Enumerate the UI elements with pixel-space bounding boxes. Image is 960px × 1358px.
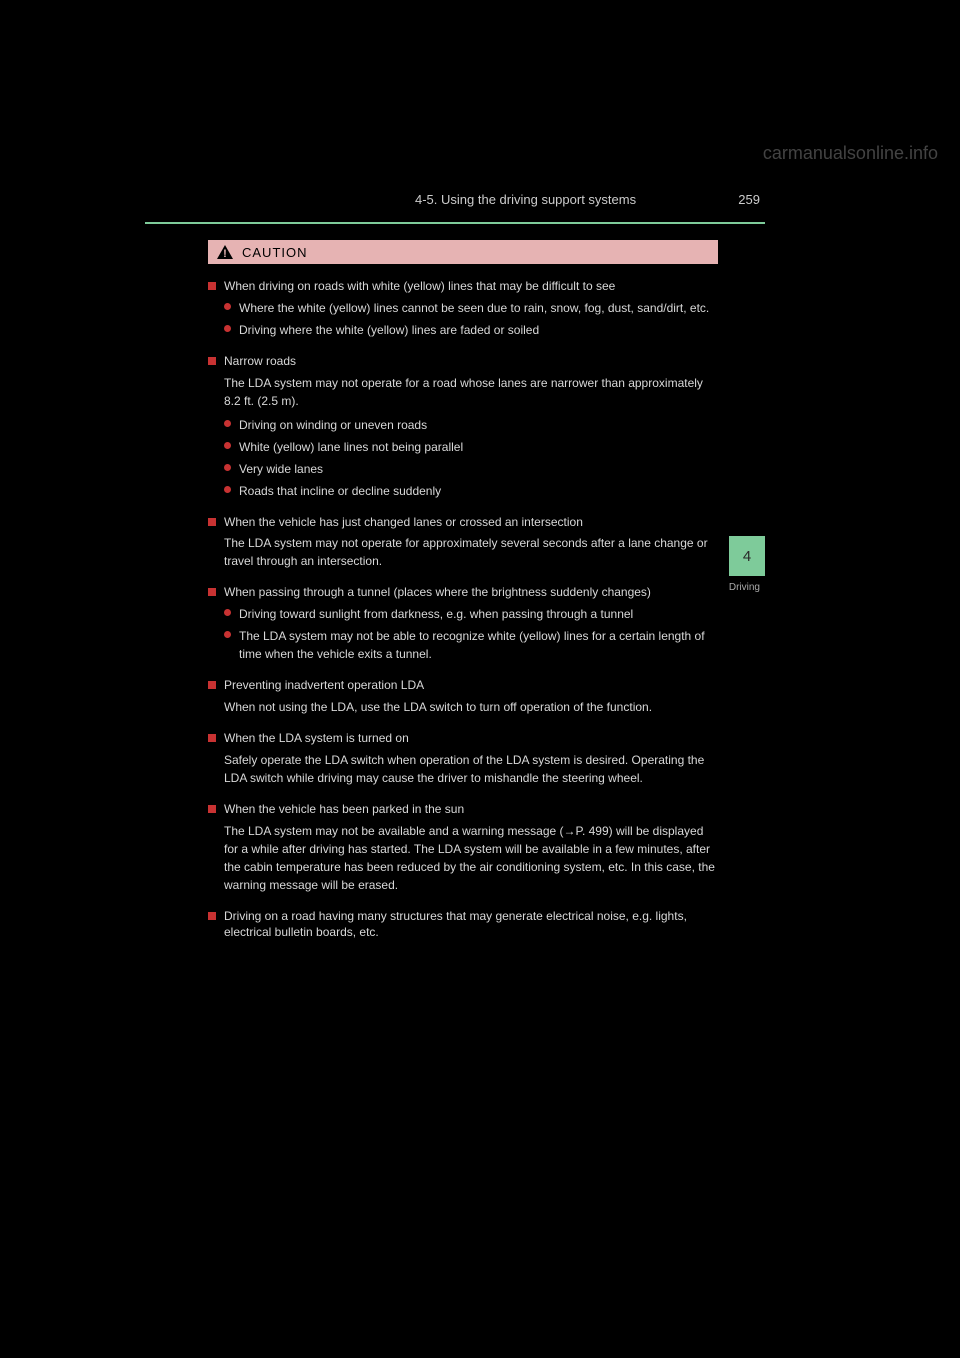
caution-label: CAUTION <box>242 245 308 260</box>
manual-section: When the LDA system is turned on Safely … <box>208 730 718 787</box>
section-marker-icon <box>208 357 216 365</box>
bullet-icon <box>224 609 231 616</box>
manual-section: When the vehicle has just changed lanes … <box>208 514 718 571</box>
bullet-icon <box>224 420 231 427</box>
section-body: Safely operate the LDA switch when opera… <box>224 751 718 787</box>
bullet-text: Where the white (yellow) lines cannot be… <box>239 299 709 317</box>
bullet-text: Driving toward sunlight from darkness, e… <box>239 605 633 623</box>
section-marker-icon <box>208 734 216 742</box>
list-item: Very wide lanes <box>224 460 718 478</box>
bullet-text: White (yellow) lane lines not being para… <box>239 438 463 456</box>
section-body: When not using the LDA, use the LDA swit… <box>224 698 718 716</box>
manual-section: Preventing inadvertent operation LDA Whe… <box>208 677 718 716</box>
manual-section: When driving on roads with white (yellow… <box>208 278 718 339</box>
manual-section: Narrow roads The LDA system may not oper… <box>208 353 718 500</box>
chapter-label: Driving <box>729 582 760 593</box>
bullet-icon <box>224 442 231 449</box>
manual-section: When passing through a tunnel (places wh… <box>208 584 718 663</box>
page-header: 4-5. Using the driving support systems <box>145 192 780 207</box>
manual-section: When the vehicle has been parked in the … <box>208 801 718 894</box>
bullet-text: Driving on winding or uneven roads <box>239 416 427 434</box>
bullet-icon <box>224 303 231 310</box>
bullet-text: Driving where the white (yellow) lines a… <box>239 321 539 339</box>
section-breadcrumb: 4-5. Using the driving support systems <box>415 192 636 207</box>
section-title: When the vehicle has just changed lanes … <box>224 514 583 531</box>
list-item: The LDA system may not be able to recogn… <box>224 627 718 663</box>
section-title: When passing through a tunnel (places wh… <box>224 584 651 601</box>
section-title: Preventing inadvertent operation LDA <box>224 677 424 694</box>
svg-text:!: ! <box>223 248 227 260</box>
bullet-icon <box>224 631 231 638</box>
section-marker-icon <box>208 588 216 596</box>
bullet-text: The LDA system may not be able to recogn… <box>239 627 718 663</box>
list-item: Driving on winding or uneven roads <box>224 416 718 434</box>
section-marker-icon <box>208 518 216 526</box>
warning-triangle-icon: ! <box>216 244 234 260</box>
chapter-tab: 4 <box>729 536 765 576</box>
list-item: Roads that incline or decline suddenly <box>224 482 718 500</box>
section-title: When the vehicle has been parked in the … <box>224 801 464 818</box>
section-marker-icon <box>208 282 216 290</box>
content-area: ! CAUTION When driving on roads with whi… <box>208 240 718 955</box>
watermark: carmanualsonline.info <box>763 143 938 164</box>
section-body: The LDA system may not operate for appro… <box>224 534 718 570</box>
list-item: Driving where the white (yellow) lines a… <box>224 321 718 339</box>
section-marker-icon <box>208 805 216 813</box>
bullet-text: Very wide lanes <box>239 460 323 478</box>
list-item: Driving toward sunlight from darkness, e… <box>224 605 718 623</box>
section-marker-icon <box>208 912 216 920</box>
caution-banner: ! CAUTION <box>208 240 718 264</box>
section-title: Narrow roads <box>224 353 296 370</box>
section-body: The LDA system may not be available and … <box>224 822 718 894</box>
list-item: White (yellow) lane lines not being para… <box>224 438 718 456</box>
bullet-icon <box>224 325 231 332</box>
section-title: When driving on roads with white (yellow… <box>224 278 615 295</box>
section-body: The LDA system may not operate for a roa… <box>224 374 718 410</box>
chapter-number: 4 <box>743 548 751 565</box>
header-separator <box>145 222 765 224</box>
section-marker-icon <box>208 681 216 689</box>
bullet-icon <box>224 464 231 471</box>
section-title: Driving on a road having many structures… <box>224 908 718 942</box>
bullet-text: Roads that incline or decline suddenly <box>239 482 441 500</box>
section-title: When the LDA system is turned on <box>224 730 409 747</box>
manual-section: Driving on a road having many structures… <box>208 908 718 942</box>
list-item: Where the white (yellow) lines cannot be… <box>224 299 718 317</box>
bullet-icon <box>224 486 231 493</box>
